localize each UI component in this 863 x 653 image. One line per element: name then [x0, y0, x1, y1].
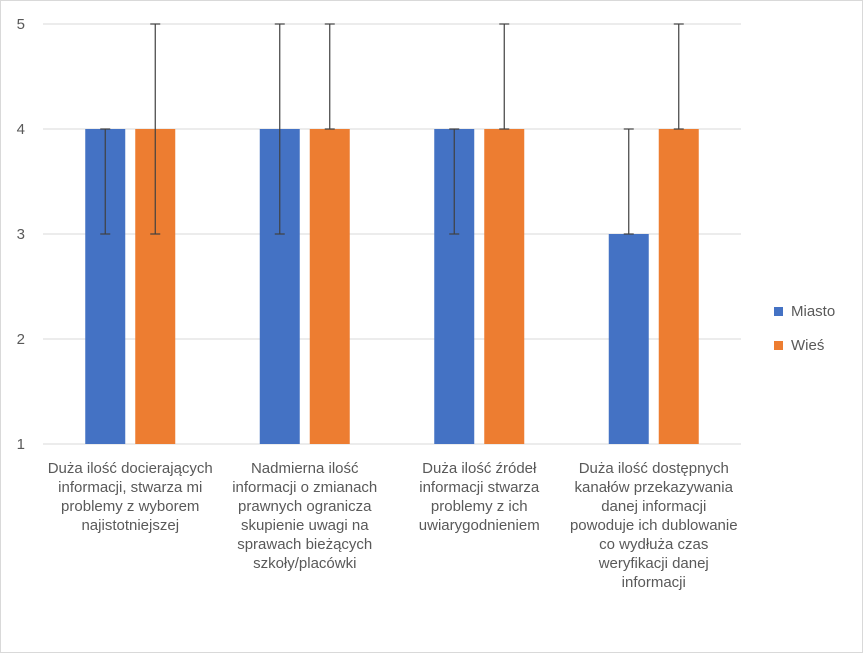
legend-item-miasto: Miasto	[774, 299, 835, 323]
chart-legend: Miasto Wieś	[774, 299, 835, 367]
x-category-label: Duża ilość docierających informacji, stw…	[47, 460, 213, 534]
error-bar-miasto-2	[274, 23, 285, 235]
y-tick-label: 1	[17, 436, 25, 453]
bar-miasto-4	[608, 234, 649, 444]
error-bar-wies-3	[499, 23, 510, 130]
x-category-label: Nadmierna ilość informacji o zmianach pr…	[232, 460, 378, 572]
bar-wies-2	[309, 129, 350, 444]
y-tick-label: 2	[17, 331, 25, 348]
error-bar-miasto-1	[100, 128, 111, 235]
error-bar-wies-2	[324, 23, 335, 130]
error-bar-wies-1	[150, 23, 161, 235]
x-category-label: Duża ilość dostępnych kanałów przekazywa…	[569, 460, 738, 591]
bar-wies-3	[484, 129, 525, 444]
legend-swatch	[774, 306, 783, 316]
x-category-label: Duża ilość źródeł informacji stwarza pro…	[418, 460, 540, 534]
y-tick-label: 3	[17, 226, 25, 243]
error-bar-miasto-3	[449, 128, 460, 235]
legend-label: Wieś	[791, 336, 825, 354]
legend-item-wies: Wieś	[774, 333, 835, 357]
legend-label: Miasto	[791, 302, 836, 320]
y-tick-label: 4	[17, 121, 25, 138]
bar-wies-4	[658, 129, 699, 444]
y-tick-label: 5	[17, 16, 25, 33]
error-bar-miasto-4	[623, 128, 634, 235]
error-bar-wies-4	[673, 23, 684, 130]
legend-swatch	[774, 340, 783, 350]
